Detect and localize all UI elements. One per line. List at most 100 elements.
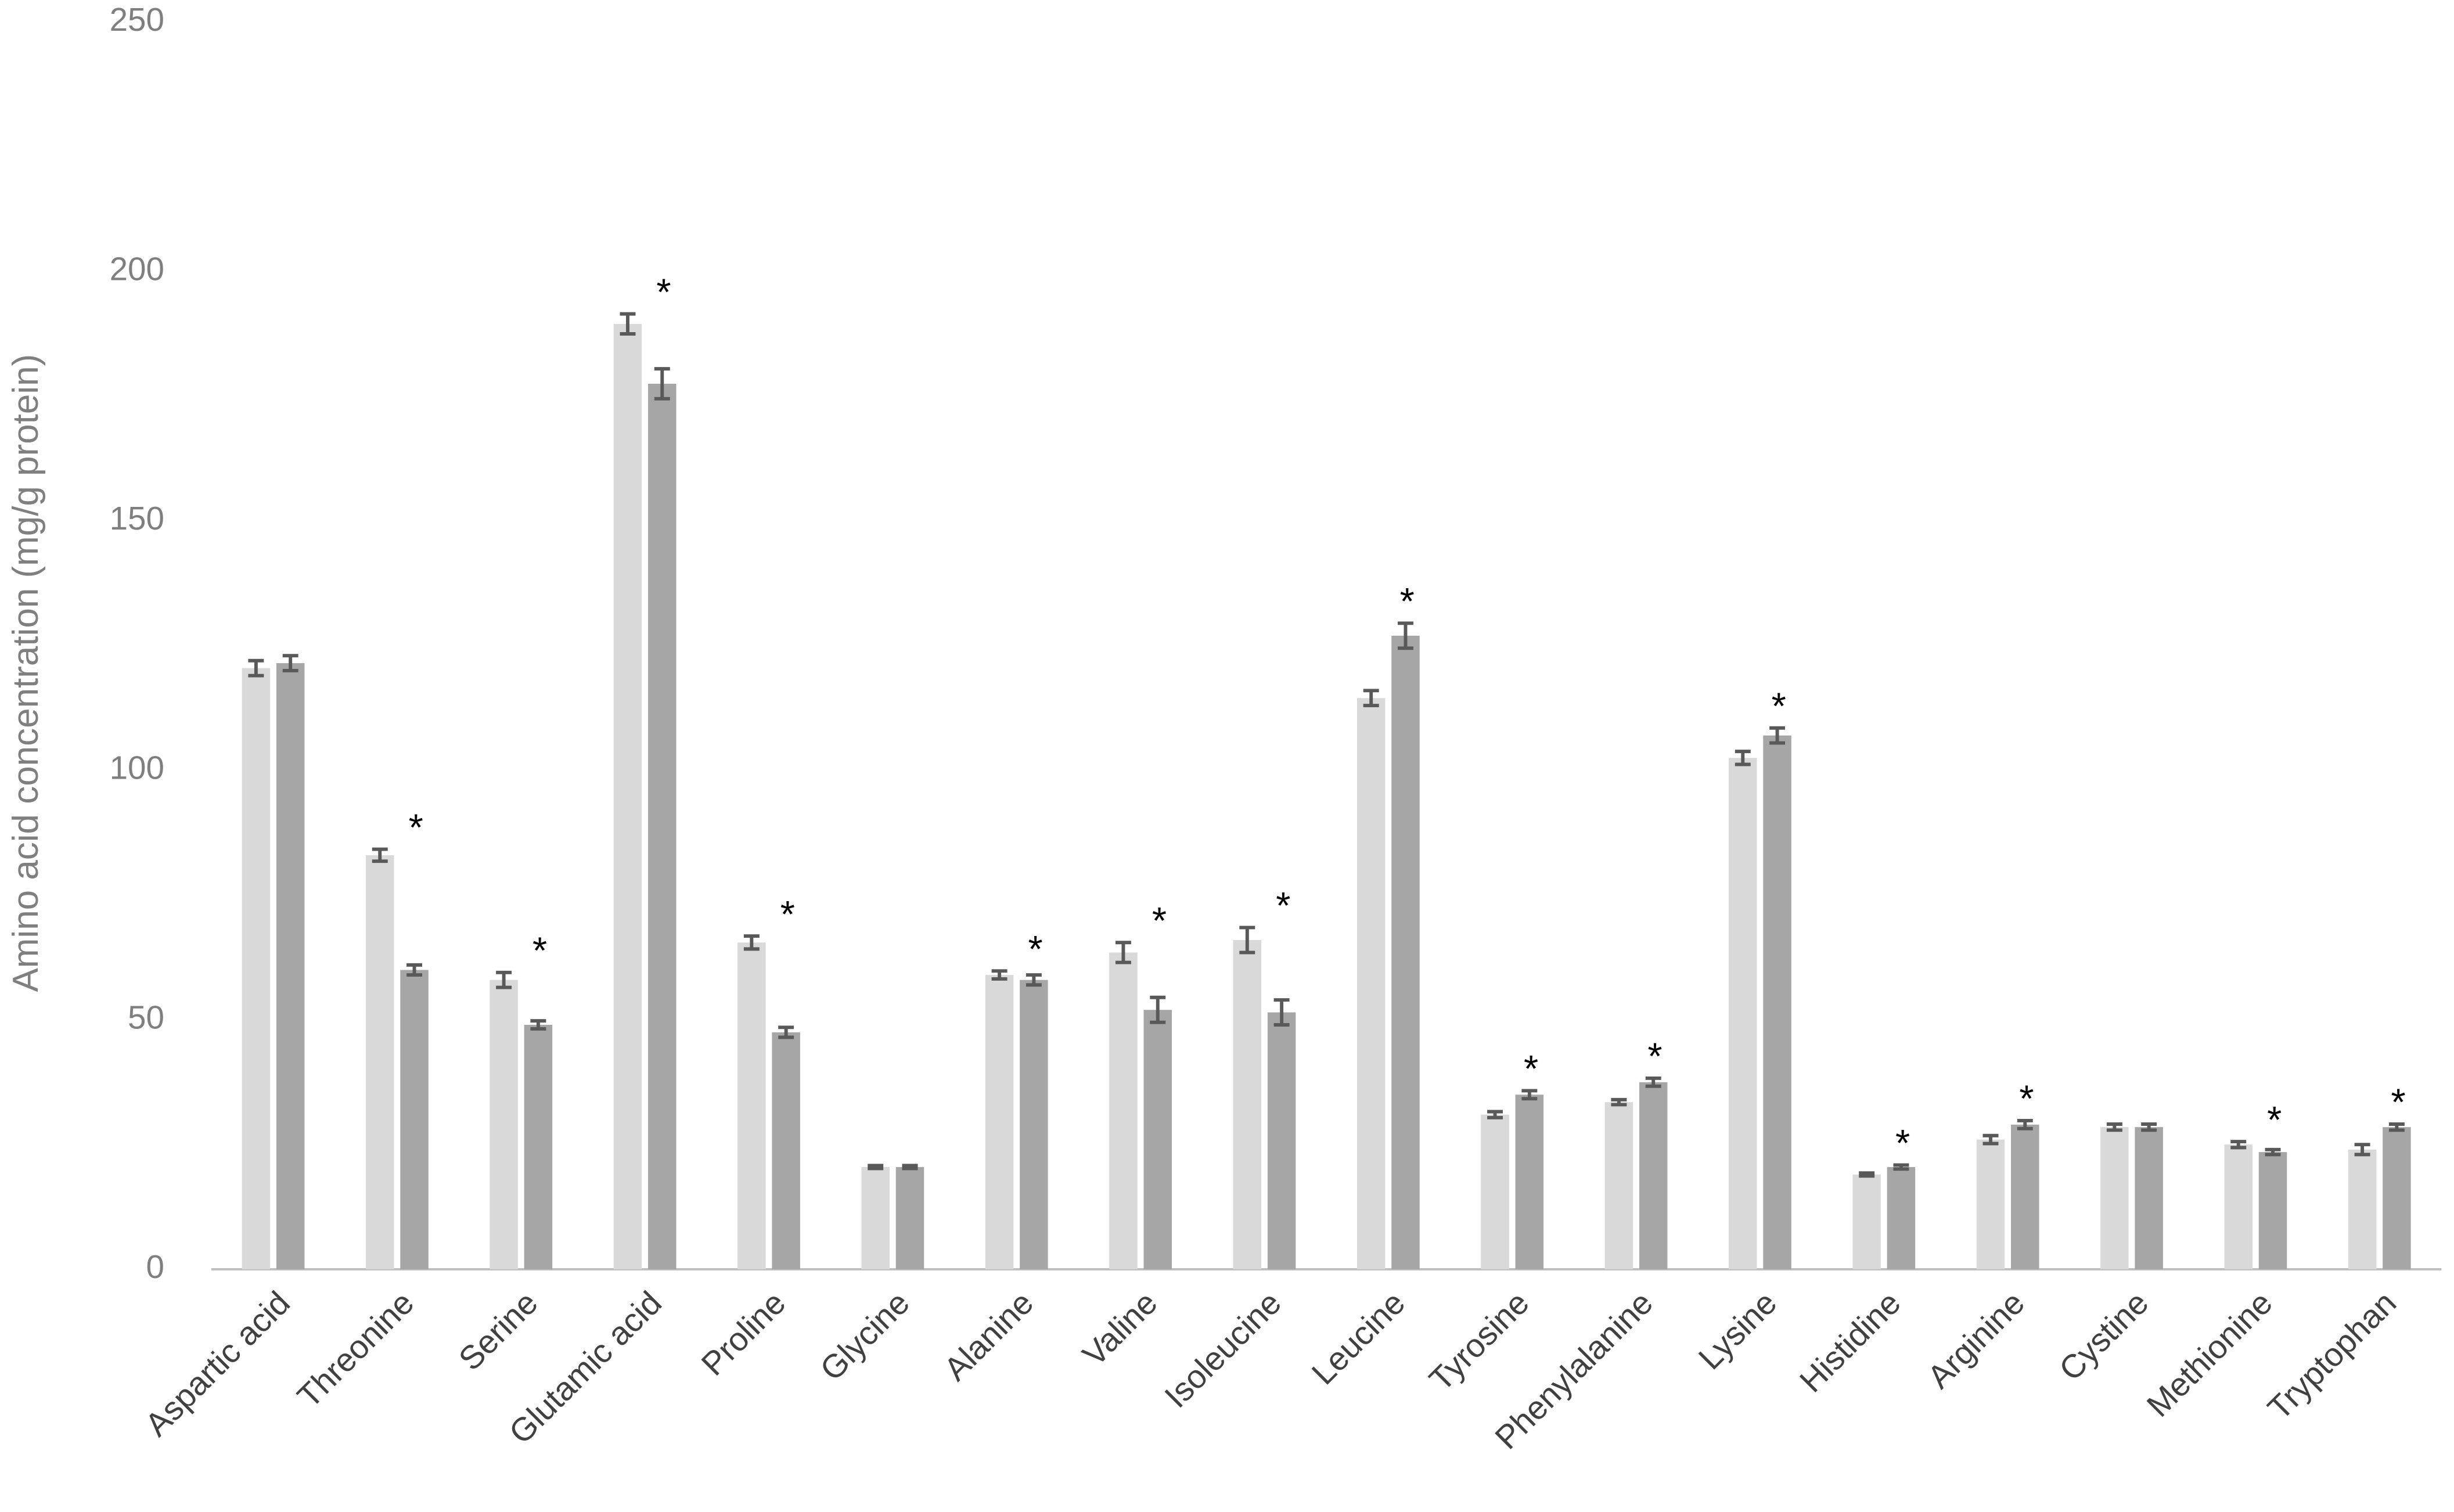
error-bar bbox=[868, 1164, 884, 1171]
bar bbox=[400, 970, 429, 1270]
error-bar bbox=[1735, 750, 1751, 766]
bar bbox=[1109, 952, 1138, 1270]
error-bar bbox=[2106, 1122, 2122, 1132]
error-bar bbox=[991, 969, 1007, 981]
y-tick-label: 50 bbox=[128, 999, 164, 1035]
bar bbox=[365, 855, 394, 1270]
significance-marker: * bbox=[532, 930, 547, 972]
error-bar bbox=[1769, 726, 1786, 745]
error-bar bbox=[406, 963, 423, 977]
bar bbox=[2258, 1152, 2287, 1270]
significance-marker: * bbox=[780, 893, 795, 935]
error-bar bbox=[1363, 689, 1379, 708]
bar bbox=[2224, 1144, 2253, 1270]
bar bbox=[1391, 635, 1420, 1270]
bar bbox=[1763, 735, 1791, 1270]
x-tick-label: Valine bbox=[1075, 1284, 1164, 1373]
error-bar bbox=[2354, 1143, 2370, 1157]
y-tick-label: 100 bbox=[110, 750, 164, 786]
y-tick-label: 200 bbox=[110, 251, 164, 287]
error-bar bbox=[2265, 1147, 2281, 1157]
bar bbox=[772, 1032, 800, 1270]
bar bbox=[276, 663, 305, 1270]
x-tick-label: Threonine bbox=[290, 1284, 421, 1415]
error-bar bbox=[1859, 1171, 1875, 1178]
significance-marker: * bbox=[1152, 899, 1167, 942]
y-tick-label: 150 bbox=[110, 500, 164, 537]
x-tick-label: Proline bbox=[695, 1284, 793, 1383]
bar bbox=[861, 1167, 890, 1270]
bar bbox=[2011, 1124, 2039, 1270]
error-bar bbox=[654, 367, 670, 401]
bar bbox=[1233, 939, 1262, 1270]
bar bbox=[1729, 758, 1757, 1270]
bar bbox=[1481, 1114, 1509, 1270]
bar bbox=[1267, 1012, 1296, 1270]
significance-marker: * bbox=[1647, 1035, 1662, 1078]
x-tick-label: Isoleucine bbox=[1157, 1284, 1288, 1415]
error-bar bbox=[620, 312, 636, 336]
x-tick-label: Alanine bbox=[937, 1284, 1040, 1388]
error-bar bbox=[1273, 998, 1290, 1027]
bar bbox=[1143, 1010, 1172, 1270]
error-bar bbox=[1982, 1133, 1999, 1146]
significance-marker: * bbox=[656, 271, 671, 313]
bar bbox=[1976, 1139, 2005, 1270]
error-bar bbox=[530, 1019, 546, 1031]
bar bbox=[1515, 1095, 1544, 1270]
bar bbox=[2135, 1127, 2163, 1270]
bar bbox=[242, 668, 271, 1270]
significance-marker: * bbox=[409, 806, 423, 848]
error-bar bbox=[1150, 995, 1166, 1024]
bar bbox=[2100, 1127, 2129, 1270]
bar bbox=[524, 1024, 553, 1270]
significance-marker: * bbox=[2019, 1078, 2034, 1120]
bar bbox=[1887, 1167, 1916, 1270]
y-tick-label: 0 bbox=[146, 1248, 164, 1285]
bar bbox=[1604, 1102, 1633, 1270]
significance-marker: * bbox=[1524, 1047, 1538, 1090]
bar bbox=[985, 975, 1014, 1270]
error-bar bbox=[2141, 1122, 2157, 1132]
x-tick-label: Lysine bbox=[1692, 1284, 1784, 1377]
x-tick-label: Serine bbox=[452, 1284, 545, 1377]
error-bar bbox=[1611, 1097, 1627, 1107]
error-bar bbox=[1645, 1076, 1661, 1088]
error-bar bbox=[1521, 1089, 1538, 1101]
x-tick-label: Leucine bbox=[1305, 1284, 1412, 1392]
error-bar bbox=[1397, 621, 1413, 650]
error-bar bbox=[2230, 1140, 2247, 1150]
bar bbox=[648, 383, 677, 1270]
x-tick-label: Cystine bbox=[2052, 1284, 2156, 1388]
bar bbox=[1639, 1082, 1668, 1270]
x-tick-label: Methionine bbox=[2140, 1284, 2279, 1424]
bar bbox=[1852, 1174, 1881, 1270]
bar bbox=[737, 942, 766, 1270]
error-bar bbox=[1487, 1110, 1503, 1119]
error-bar bbox=[282, 654, 298, 672]
x-tick-label: Glycine bbox=[813, 1284, 916, 1388]
error-bar bbox=[248, 658, 264, 678]
bar bbox=[2348, 1149, 2377, 1270]
error-bar bbox=[1026, 973, 1042, 987]
x-tick-label: Aspartic acid bbox=[138, 1284, 297, 1443]
error-bar bbox=[2017, 1119, 2033, 1131]
bar bbox=[2383, 1127, 2411, 1270]
significance-marker: * bbox=[1772, 685, 1786, 727]
significance-marker: * bbox=[1028, 928, 1042, 970]
bar bbox=[895, 1167, 924, 1270]
significance-marker: * bbox=[2267, 1099, 2282, 1141]
bar bbox=[1356, 698, 1386, 1270]
error-bar bbox=[1115, 941, 1131, 964]
x-tick-label: Tyrosine bbox=[1422, 1284, 1536, 1398]
significance-marker: * bbox=[1400, 580, 1415, 622]
bar bbox=[490, 980, 518, 1270]
x-tick-label: Histidine bbox=[1793, 1284, 1908, 1399]
bar bbox=[613, 323, 642, 1270]
x-tick-label: Arginine bbox=[1920, 1284, 2031, 1395]
error-bar bbox=[1893, 1163, 1909, 1171]
significance-marker: * bbox=[2391, 1081, 2406, 1124]
error-bar bbox=[372, 847, 388, 863]
